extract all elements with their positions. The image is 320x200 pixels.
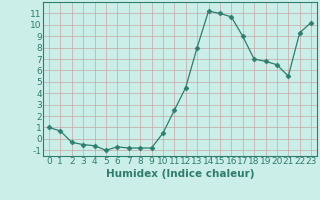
X-axis label: Humidex (Indice chaleur): Humidex (Indice chaleur) [106,169,254,179]
